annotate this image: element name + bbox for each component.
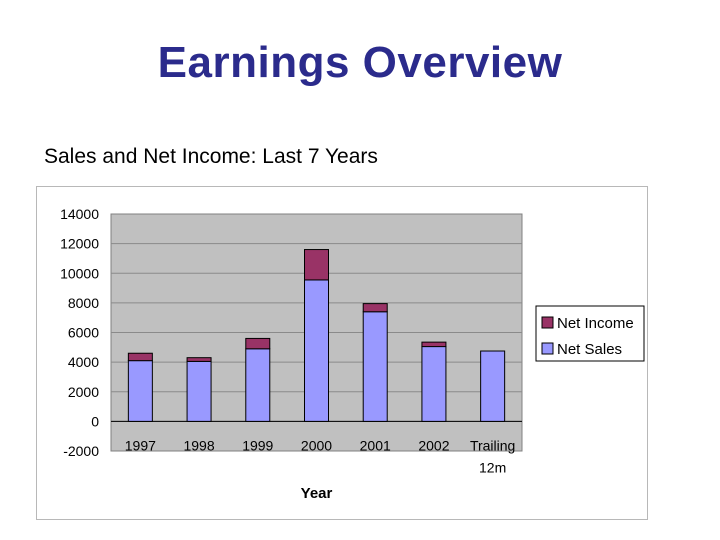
- earnings-chart: -2000 0 2000 4000 6000 8000 10000 12000 14000 199…: [60, 206, 645, 502]
- x-tick-label: 1997: [125, 437, 156, 453]
- bar-net-sales: [480, 350, 506, 422]
- bar-net-income: [127, 352, 153, 362]
- x-axis-label: Year: [301, 485, 333, 502]
- bar-net-sales: [421, 346, 447, 422]
- y-tick-label: 6000: [68, 325, 99, 341]
- x-tick-label: Trailing 12m: [470, 437, 515, 475]
- slide-subtitle: Sales and Net Income: Last 7 Years: [44, 145, 378, 168]
- x-tick-label: 1998: [183, 437, 214, 453]
- x-tick-label: 2001: [360, 437, 391, 453]
- bar-net-income: [362, 303, 388, 313]
- legend-label: Net Income: [557, 315, 634, 332]
- y-tick-label: 8000: [68, 295, 99, 311]
- legend-label: Net Sales: [557, 341, 622, 358]
- slide-title: Earnings Overview: [157, 38, 563, 87]
- bar-net-sales: [304, 279, 329, 422]
- y-tick-label: 4000: [68, 354, 99, 370]
- bar-net-income: [186, 357, 212, 362]
- x-tick-label: 1999: [242, 437, 273, 453]
- y-tick-label: 2000: [68, 384, 99, 400]
- bar-net-sales: [362, 311, 388, 422]
- bar-net-sales: [127, 360, 153, 422]
- bar-net-income: [304, 249, 329, 281]
- legend-swatch: [541, 316, 554, 329]
- legend-swatch: [541, 342, 554, 355]
- bar-net-income: [421, 341, 447, 348]
- chart-frame: -2000 0 2000 4000 6000 8000 10000 12000 14000 199…: [36, 186, 648, 520]
- y-tick-label: 12000: [60, 236, 99, 252]
- y-tick-label: 0: [91, 413, 99, 429]
- y-tick-label: 14000: [60, 206, 99, 222]
- bar-net-income: [245, 337, 271, 350]
- y-tick-label: -2000: [63, 443, 99, 459]
- legend-box: [535, 305, 645, 362]
- x-tick-label: 2002: [418, 437, 449, 453]
- bar-net-sales: [245, 348, 271, 422]
- y-tick-label: 10000: [60, 265, 99, 281]
- bar-net-sales: [186, 360, 212, 422]
- x-tick-label: 2000: [301, 437, 332, 453]
